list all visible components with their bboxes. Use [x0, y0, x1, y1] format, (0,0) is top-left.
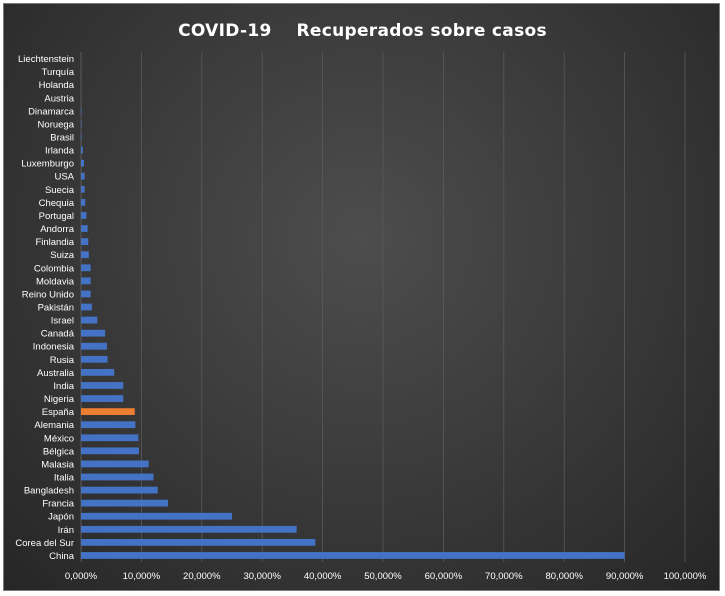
bar — [81, 408, 135, 416]
bar — [81, 355, 108, 363]
bar — [81, 277, 91, 285]
bar — [81, 172, 85, 180]
category-label: Australia — [37, 368, 75, 379]
category-label: Israel — [51, 316, 74, 327]
x-tick-label: 60,000% — [425, 571, 463, 582]
category-label: Suiza — [50, 250, 74, 261]
x-tick-label: 90,000% — [606, 571, 644, 582]
bar — [81, 538, 316, 546]
category-label: Canadá — [41, 329, 75, 340]
bar — [81, 212, 87, 219]
category-label: Portugal — [39, 211, 74, 222]
x-tick-label: 0,000% — [65, 571, 98, 582]
chart-area: COVID-19 Recuperados sobre casos 0,000% 1… — [3, 3, 720, 591]
category-label: Austria — [44, 93, 74, 104]
bar — [81, 342, 107, 350]
category-label: China — [49, 551, 75, 562]
bar — [81, 107, 82, 115]
bar — [81, 120, 82, 128]
chart-title: COVID-19 Recuperados sobre casos — [178, 21, 547, 41]
bar — [81, 552, 625, 559]
category-label: Irán — [58, 525, 74, 536]
bar — [81, 290, 91, 298]
bar — [81, 486, 158, 494]
bar — [81, 525, 297, 533]
category-label: Malasia — [41, 459, 74, 470]
bar — [81, 460, 149, 468]
bar-chart: 0,000% 10,000% 20,000% 30,000% 40,000% 50,000… — [15, 52, 707, 582]
category-label: Pakistán — [38, 303, 74, 314]
category-label: USA — [54, 172, 74, 183]
category-label: Japón — [48, 512, 74, 523]
bar — [81, 185, 85, 193]
bar — [81, 473, 154, 481]
category-label: India — [53, 381, 74, 392]
bar — [81, 303, 92, 311]
category-label: Chequia — [39, 198, 75, 209]
bar — [81, 225, 88, 232]
category-label: Liechtenstein — [18, 54, 74, 65]
category-label: Francia — [42, 499, 74, 510]
bar — [81, 447, 139, 455]
category-label: Moldavia — [36, 276, 75, 287]
bar — [81, 421, 136, 429]
category-label: Suecia — [45, 185, 75, 196]
category-label: Irlanda — [45, 146, 75, 157]
bar — [81, 316, 98, 324]
category-label: Luxemburgo — [21, 159, 74, 170]
x-tick-label: 70,000% — [485, 571, 523, 582]
category-label: España — [42, 407, 75, 418]
category-label: Finlandia — [35, 237, 74, 248]
bar — [81, 434, 139, 442]
bar — [81, 382, 124, 389]
category-label: Corea del Sur — [15, 538, 74, 549]
category-label: Alemania — [34, 420, 74, 431]
bar — [81, 159, 85, 167]
category-label: Holanda — [39, 80, 75, 91]
bar — [81, 395, 124, 402]
category-label: Colombia — [34, 263, 75, 274]
category-label: Noruega — [38, 119, 75, 130]
bar — [81, 198, 86, 206]
bar — [81, 368, 115, 376]
category-label: Brasil — [50, 133, 74, 144]
category-label: Bangladesh — [24, 486, 74, 497]
x-tick-label: 40,000% — [304, 571, 342, 582]
category-label: Nigeria — [44, 394, 75, 405]
x-tick-label: 100,000% — [664, 571, 707, 582]
bar — [81, 251, 89, 259]
bar — [81, 146, 83, 154]
category-label: México — [44, 433, 74, 444]
bar — [81, 264, 91, 272]
x-tick-label: 50,000% — [364, 571, 402, 582]
category-label: Andorra — [40, 224, 75, 235]
category-label: Reino Unido — [22, 289, 74, 300]
category-label: Italia — [54, 473, 75, 484]
bar — [81, 238, 89, 246]
category-label: Bélgica — [43, 446, 75, 457]
category-label: Indonesia — [33, 342, 75, 353]
x-tick-label: 20,000% — [183, 571, 221, 582]
x-tick-label: 80,000% — [545, 571, 583, 582]
bar — [81, 329, 106, 337]
category-label: Dinamarca — [28, 106, 75, 117]
category-label: Turquía — [42, 67, 75, 78]
x-tick-label: 30,000% — [243, 571, 281, 582]
bar — [81, 499, 168, 507]
bar — [81, 133, 82, 141]
bar — [81, 512, 232, 520]
category-label: Rusia — [50, 355, 75, 366]
x-tick-label: 10,000% — [123, 571, 161, 582]
